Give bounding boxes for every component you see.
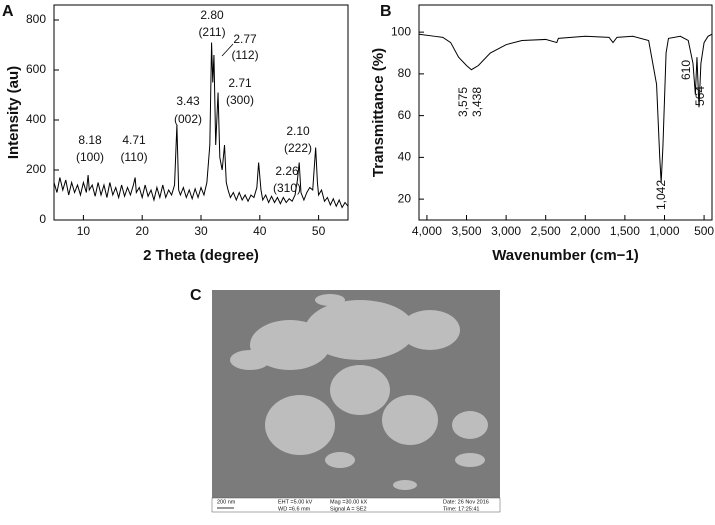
peak-label: 3.43 — [176, 94, 200, 108]
y-axis-title: Transmittance (%) — [370, 48, 387, 177]
y-tick-label: 0 — [39, 212, 46, 226]
x-tick-label: 1,500 — [610, 224, 640, 238]
peak-label: 2.80 — [200, 8, 224, 22]
peak-label: 2.71 — [228, 76, 252, 90]
info-text: Mag =30.00 kX — [330, 499, 367, 505]
x-axis-title: 2 Theta (degree) — [143, 247, 259, 264]
y-tick-label: 800 — [26, 12, 46, 26]
peak-label: 2.77 — [233, 32, 257, 46]
y-axis-title: Intensity (au) — [5, 66, 22, 159]
peak-label: (002) — [174, 112, 202, 126]
peak-label: (100) — [76, 150, 104, 164]
info-text: WD =6.6 mm — [278, 506, 311, 512]
sem-image: 200 nm EHT =5.00 kV WD =6.6 mm Mag =30.0… — [211, 290, 501, 513]
peak-label: 8.18 — [78, 133, 102, 147]
peak-label: 3,575 — [456, 87, 470, 117]
x-tick-label: 20 — [136, 224, 150, 238]
peak-label: (211) — [198, 25, 225, 39]
info-text: Signal A = SE2 — [330, 506, 367, 512]
x-tick-label: 500 — [694, 224, 714, 238]
peak-label: 2.10 — [286, 124, 310, 138]
plot-frame — [418, 4, 713, 221]
x-tick-label: 2,000 — [570, 224, 600, 238]
x-tick-label: 1,000 — [649, 224, 679, 238]
peak-label: (222) — [284, 141, 312, 155]
x-tick-label: 50 — [312, 224, 326, 238]
y-tick-label: 400 — [26, 112, 46, 126]
info-text: Time: 17:25:41 — [443, 506, 479, 512]
data-line — [53, 42, 349, 209]
peak-label: 610 — [679, 60, 693, 80]
panel-label: B — [380, 3, 392, 20]
scale-label: 200 nm — [217, 499, 236, 505]
x-tick-label: 10 — [77, 224, 91, 238]
x-tick-label: 3,000 — [491, 224, 521, 238]
peak-label: 2.26 — [275, 164, 299, 178]
x-axis-title: Wavenumber (cm−1) — [492, 247, 639, 264]
info-text: Date: 26 Nov 2016 — [443, 499, 489, 505]
peak-label: 4.71 — [122, 133, 146, 147]
panel-label: C — [190, 287, 202, 304]
y-tick-label: 80 — [398, 66, 412, 80]
x-tick-label: 30 — [194, 224, 208, 238]
y-tick-label: 600 — [26, 62, 46, 76]
y-tick-label: 40 — [398, 150, 412, 164]
info-text: EHT =5.00 kV — [278, 499, 313, 505]
y-tick-label: 20 — [398, 191, 412, 205]
y-tick-label: 100 — [391, 24, 411, 38]
peak-label: (112) — [231, 48, 258, 62]
x-tick-label: 3,500 — [451, 224, 481, 238]
y-tick-label: 60 — [398, 108, 412, 122]
x-tick-label: 40 — [253, 224, 267, 238]
info-bar — [211, 497, 501, 513]
x-tick-label: 4,000 — [412, 224, 442, 238]
data-line — [418, 33, 713, 183]
x-tick-label: 2,500 — [531, 224, 561, 238]
peak-label: (110) — [120, 150, 147, 164]
annotation-arrow — [221, 43, 234, 57]
peak-label: 1,042 — [654, 180, 668, 210]
peak-label: 564 — [693, 86, 707, 106]
y-tick-label: 200 — [26, 162, 46, 176]
sem-particles — [230, 294, 488, 490]
peak-label: 3,438 — [470, 87, 484, 117]
peak-label: (310) — [273, 181, 301, 195]
panel-label: A — [2, 3, 14, 20]
peak-label: (300) — [226, 93, 254, 107]
